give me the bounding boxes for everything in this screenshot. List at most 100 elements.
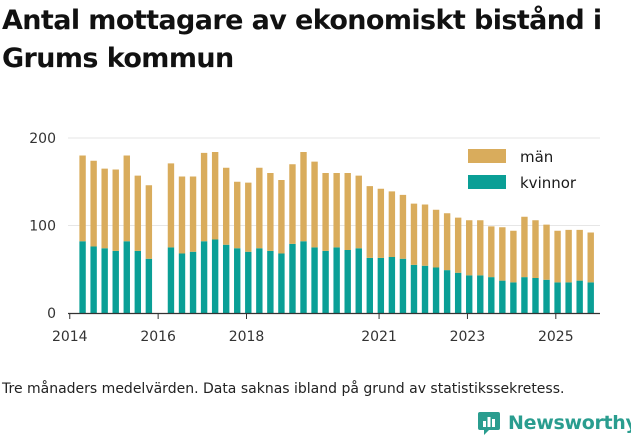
bar-man[interactable] — [565, 229, 572, 283]
bar-kvinnor[interactable] — [377, 257, 385, 314]
bar-man[interactable] — [311, 161, 318, 248]
bar-kvinnor[interactable] — [488, 277, 495, 314]
bar-man[interactable] — [366, 186, 373, 258]
bar-man[interactable] — [510, 230, 517, 283]
bar-man[interactable] — [344, 173, 351, 250]
bar-man[interactable] — [477, 220, 484, 276]
bar-man[interactable] — [421, 204, 429, 266]
y-tick-label: 100 — [29, 219, 56, 235]
bar-man[interactable] — [256, 167, 263, 249]
bar-man[interactable] — [267, 173, 274, 251]
newsworthy-chart-icon — [478, 412, 500, 435]
bar-kvinnor[interactable] — [79, 241, 86, 313]
bar-man[interactable] — [79, 155, 86, 242]
bar-kvinnor[interactable] — [355, 248, 362, 313]
bar-man[interactable] — [112, 169, 119, 251]
bar-kvinnor[interactable] — [245, 251, 252, 313]
bar-kvinnor[interactable] — [344, 250, 351, 313]
bar-kvinnor[interactable] — [410, 264, 418, 314]
bar-man[interactable] — [399, 194, 407, 259]
bar-man[interactable] — [554, 230, 561, 283]
bar-man[interactable] — [532, 220, 539, 278]
bar-kvinnor[interactable] — [454, 272, 462, 313]
bar-man[interactable] — [576, 229, 583, 281]
bar-man[interactable] — [278, 180, 285, 254]
chart-title: Antal mottagare av ekonomiskt bistånd i … — [2, 5, 602, 74]
y-tick-label: 200 — [29, 131, 56, 147]
bar-man[interactable] — [410, 203, 418, 265]
bar-kvinnor[interactable] — [576, 280, 583, 314]
legend-swatch-kvinnor — [468, 175, 506, 189]
bar-man[interactable] — [521, 216, 528, 278]
bar-kvinnor[interactable] — [278, 253, 285, 314]
bar-man[interactable] — [322, 173, 329, 251]
bar-kvinnor[interactable] — [399, 258, 407, 313]
bar-man[interactable] — [543, 224, 550, 280]
bar-kvinnor[interactable] — [211, 239, 219, 314]
bar-kvinnor[interactable] — [532, 278, 539, 313]
bar-kvinnor[interactable] — [477, 275, 484, 314]
bar-man[interactable] — [454, 217, 462, 273]
bar-man[interactable] — [200, 152, 208, 242]
x-tick-label: 2023 — [450, 329, 486, 345]
bar-kvinnor[interactable] — [388, 257, 396, 313]
bar-man[interactable] — [145, 185, 153, 259]
bar-kvinnor[interactable] — [112, 250, 119, 314]
bar-kvinnor[interactable] — [134, 250, 142, 314]
bar-man[interactable] — [234, 181, 241, 249]
bar-kvinnor[interactable] — [189, 251, 197, 313]
bar-man[interactable] — [245, 182, 252, 252]
bar-kvinnor[interactable] — [101, 248, 108, 313]
bar-kvinnor[interactable] — [587, 282, 594, 314]
bar-man[interactable] — [355, 175, 362, 249]
bar-man[interactable] — [333, 173, 340, 248]
bar-man[interactable] — [300, 152, 307, 242]
bar-kvinnor[interactable] — [123, 241, 130, 313]
bar-kvinnor[interactable] — [510, 282, 517, 314]
bar-kvinnor[interactable] — [466, 275, 473, 314]
bar-kvinnor[interactable] — [366, 257, 373, 314]
bar-man[interactable] — [388, 191, 396, 258]
bar-kvinnor[interactable] — [543, 279, 550, 313]
bar-kvinnor[interactable] — [90, 246, 97, 314]
bar-kvinnor[interactable] — [311, 247, 318, 314]
bar-man[interactable] — [178, 176, 186, 254]
y-tick-label: 0 — [47, 306, 56, 322]
bar-man[interactable] — [222, 167, 230, 245]
bar-kvinnor[interactable] — [289, 243, 296, 314]
bar-kvinnor[interactable] — [333, 247, 340, 314]
bar-man[interactable] — [189, 176, 197, 252]
bar-man[interactable] — [134, 175, 142, 251]
bar-man[interactable] — [90, 160, 97, 247]
bar-kvinnor[interactable] — [222, 244, 230, 313]
bar-man[interactable] — [488, 226, 495, 278]
bar-man[interactable] — [432, 209, 440, 268]
bar-man[interactable] — [101, 168, 108, 249]
bar-kvinnor[interactable] — [432, 267, 440, 314]
bar-kvinnor[interactable] — [322, 250, 329, 314]
bar-kvinnor[interactable] — [234, 248, 241, 313]
bar-kvinnor[interactable] — [256, 248, 263, 313]
bar-kvinnor[interactable] — [200, 241, 208, 313]
bar-man[interactable] — [466, 220, 473, 276]
bar-man[interactable] — [443, 213, 451, 271]
bar-man[interactable] — [587, 232, 594, 283]
bar-man[interactable] — [289, 164, 296, 244]
bar-man[interactable] — [499, 227, 506, 281]
bar-man[interactable] — [167, 163, 175, 248]
bar-kvinnor[interactable] — [145, 258, 153, 313]
bar-man[interactable] — [211, 152, 219, 240]
bar-kvinnor[interactable] — [167, 247, 175, 314]
bar-kvinnor[interactable] — [178, 253, 186, 314]
bar-kvinnor[interactable] — [300, 241, 307, 313]
bar-kvinnor[interactable] — [554, 282, 561, 314]
bar-kvinnor[interactable] — [521, 277, 528, 314]
bar-kvinnor[interactable] — [565, 282, 572, 314]
bar-kvinnor[interactable] — [443, 270, 451, 314]
bar-kvinnor[interactable] — [421, 265, 429, 313]
bar-man[interactable] — [377, 188, 385, 258]
bar-kvinnor[interactable] — [267, 250, 274, 314]
bar-kvinnor[interactable] — [499, 280, 506, 314]
newsworthy-logo[interactable]: Newsworthy — [476, 408, 631, 438]
bar-man[interactable] — [123, 155, 130, 242]
